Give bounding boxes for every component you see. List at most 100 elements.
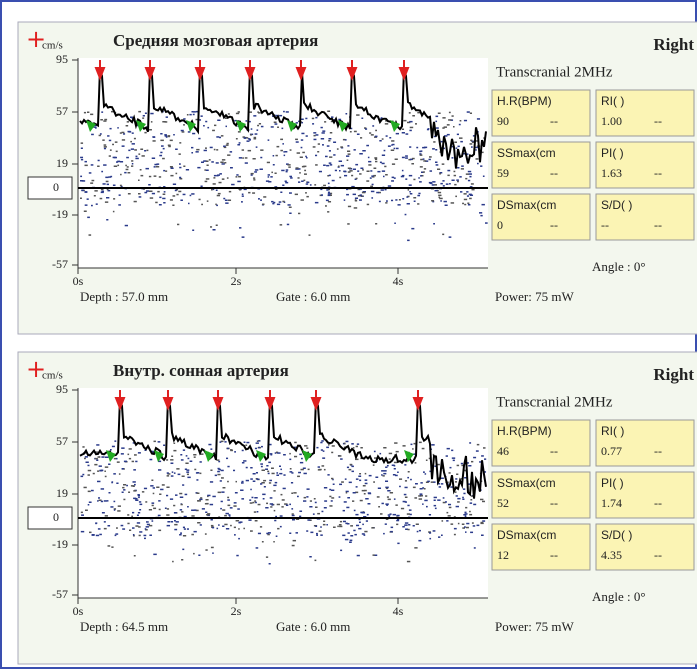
spectrum-dot (110, 149, 112, 151)
spectrum-dot (166, 514, 169, 516)
spectrum-dot (92, 534, 95, 536)
spectrum-dot (341, 481, 344, 483)
spectrum-dot (188, 458, 190, 460)
spectrum-dot (99, 470, 102, 472)
spectrum-dot (99, 465, 102, 467)
spectrum-dot (88, 470, 91, 472)
spectrum-dot (236, 113, 239, 115)
spectrum-dot (405, 497, 408, 499)
measure-label: H.R(BPM) (497, 424, 552, 438)
spectrum-dot (268, 176, 270, 178)
spectrum-dot (236, 555, 238, 557)
spectrum-dot (408, 529, 410, 531)
spectrum-dot (394, 462, 397, 464)
spectrum-dot (382, 163, 385, 165)
spectrum-dot (325, 205, 327, 207)
spectrum-dot (457, 465, 459, 467)
spectrum-dot (296, 532, 299, 534)
spectrum-dot (268, 473, 270, 475)
spectrum-dot (411, 163, 414, 165)
spectrum-dot (122, 487, 124, 489)
spectrum-dot (85, 204, 88, 206)
spectrum-dot (467, 203, 469, 205)
spectrum-dot (191, 152, 193, 154)
spectrum-dot (332, 445, 335, 447)
spectrum-dot (197, 472, 199, 474)
spectrum-dot (121, 447, 124, 449)
spectrum-dot (402, 198, 404, 200)
spectrum-dot (97, 500, 99, 502)
spectrum-dot (120, 185, 122, 187)
spectrum-dot (325, 156, 328, 158)
spectrum-dot (449, 507, 452, 509)
spectrum-dot (263, 498, 265, 500)
spectrum-dot (447, 448, 450, 450)
spectrum-dot (203, 125, 205, 127)
spectrum-dot (415, 462, 417, 464)
spectrum-dot (128, 492, 130, 494)
spectrum-dot (370, 170, 372, 172)
spectrum-dot (81, 159, 83, 161)
spectrum-dot (317, 151, 319, 153)
measure-value: 1.63 (601, 166, 622, 180)
spectrum-dot (327, 211, 329, 213)
spectrum-dot (167, 525, 170, 527)
spectrum-dot (294, 442, 297, 444)
spectrum-dot (421, 495, 423, 497)
spectrum-dot (383, 475, 385, 477)
spectrum-dot (465, 507, 467, 509)
spectrum-dot (197, 167, 200, 169)
spectrum-dot (304, 445, 307, 447)
spectrum-dot (101, 501, 103, 503)
spectrum-dot (429, 159, 431, 161)
spectrum-dot (371, 191, 374, 193)
spectrum-dot (82, 446, 84, 448)
spectrum-dot (128, 172, 131, 174)
spectrum-dot (409, 112, 411, 114)
spectrum-dot (137, 515, 139, 517)
spectrum-dot (340, 550, 342, 552)
spectrum-dot (151, 121, 153, 123)
spectrum-dot (101, 111, 103, 113)
spectrum-dot (122, 132, 125, 134)
spectrum-dot (220, 162, 223, 164)
spectrum-dot (228, 200, 231, 202)
spectrum-dot (456, 495, 458, 497)
spectrum-dot (132, 143, 135, 145)
spectrum-dot (124, 461, 127, 463)
plot-area (78, 58, 488, 268)
spectrum-dot (403, 120, 406, 122)
spectrum-dot (377, 496, 380, 498)
spectrum-dot (289, 192, 292, 194)
x-axis-label: 0s (73, 604, 84, 618)
spectrum-dot (117, 161, 120, 163)
spectrum-dot (118, 204, 121, 206)
spectrum-dot (210, 226, 212, 228)
spectrum-dot (405, 487, 408, 489)
spectrum-dot (394, 148, 396, 150)
spectrum-dot (271, 172, 273, 174)
spectrum-dot (482, 501, 485, 503)
spectrum-dot (388, 499, 391, 501)
spectrum-dot (431, 444, 434, 446)
spectrum-dot (105, 177, 108, 179)
spectrum-dot (295, 194, 298, 196)
side-label: Right (653, 365, 694, 384)
spectrum-dot (172, 471, 174, 473)
spectrum-dot (289, 176, 292, 178)
spectrum-dot (403, 501, 406, 503)
spectrum-dot (313, 146, 316, 148)
spectrum-dot (202, 508, 205, 510)
spectrum-dot (212, 130, 215, 132)
spectrum-dot (128, 454, 130, 456)
spectrum-dot (253, 473, 256, 475)
spectrum-dot (285, 151, 287, 153)
spectrum-dot (320, 534, 323, 536)
spectrum-dot (305, 156, 307, 158)
spectrum-dot (227, 143, 229, 145)
spectrum-dot (315, 507, 318, 509)
spectrum-dot (176, 173, 178, 175)
power-label: Power: 75 mW (495, 289, 574, 304)
spectrum-dot (139, 535, 141, 537)
spectrum-dot (466, 173, 469, 175)
